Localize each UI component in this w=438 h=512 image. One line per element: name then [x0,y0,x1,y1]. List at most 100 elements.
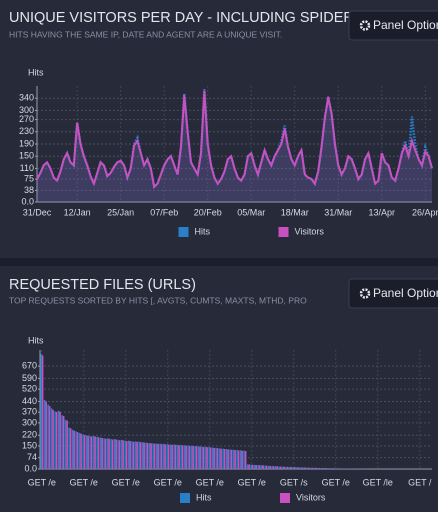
bar [146,443,149,469]
gear-icon[interactable] [359,288,371,299]
bar [320,468,322,469]
bar [202,447,205,469]
bar [129,441,131,469]
bar [314,467,317,469]
bar [138,441,140,469]
bar [265,465,268,469]
x-tick-label: GET /e [70,477,98,487]
bar [194,445,196,469]
bar [141,442,144,469]
bar [71,429,74,469]
panel-options-button[interactable]: Panel Options [348,278,438,309]
bar [274,466,277,469]
bar [295,467,298,469]
bar [288,467,291,469]
bar [145,442,147,469]
bar [136,441,138,469]
button-label[interactable]: Panel Options [373,18,438,32]
y-tick-label: 340 [19,93,34,103]
bar [103,438,105,469]
bar [108,438,110,469]
bar [267,465,270,469]
bar [199,446,201,469]
button-bg[interactable] [348,10,438,41]
bar [169,444,172,469]
bar [94,436,96,469]
bar [302,467,305,469]
panel-title: UNIQUE VISITORS PER DAY - INCLUDING SPID… [9,10,364,26]
bar [148,442,151,469]
series-area [37,89,432,202]
y-tick-label: 300 [22,417,37,427]
bar [299,467,301,469]
bar [229,449,231,469]
bar [127,440,130,469]
bar [283,466,285,469]
x-tick-label: GET /e [196,477,224,487]
bar [264,465,266,469]
x-tick-label: 05/Mar [237,207,265,217]
bar [83,435,86,469]
bar [223,449,226,469]
bar [285,466,287,469]
bar [120,439,123,469]
bar [306,467,308,469]
bar [244,451,247,469]
bar [157,443,159,469]
x-tick-label: 31/Mar [324,207,352,217]
bar [66,420,68,469]
bar [92,435,95,469]
bar [174,444,177,469]
bar [85,435,88,469]
bar [297,467,299,469]
panel-options-button[interactable]: Panel Options [348,10,438,41]
bar [197,446,200,469]
gear-icon[interactable] [359,20,371,31]
bar [278,466,280,469]
y-tick-label: 0.0 [24,463,37,473]
bar [230,449,233,469]
bar [106,438,109,469]
bar [183,445,186,469]
bar [96,436,98,469]
bar [78,432,81,469]
button-label[interactable]: Panel Options [373,286,438,300]
bar [286,466,289,469]
y-tick-label: 300 [19,105,34,115]
bar [110,439,112,469]
legend-label: Hits [195,226,211,236]
x-tick-label: 07/Feb [150,207,178,217]
bar [104,438,107,469]
bar [55,412,58,469]
x-tick-label: 18/Mar [281,207,309,217]
x-tick-label: GET /e [238,477,266,487]
bar [143,442,145,469]
x-tick-label: GET /le [363,477,393,487]
bar [152,443,154,469]
bar [206,447,208,469]
bar [257,465,259,469]
x-tick-label: GET /e [112,477,140,487]
bar [234,450,236,469]
bar [89,435,91,469]
panel-title: REQUESTED FILES (URLS) [9,277,196,293]
bar [139,442,142,469]
bar [339,468,341,469]
bar [332,468,334,469]
panel-subtitle: HITS HAVING THE SAME IP, DATE AND AGENT … [9,29,282,39]
bar [125,441,128,469]
bar [41,355,44,469]
x-tick-label: GET /e [154,477,182,487]
bar [220,448,222,469]
button-bg[interactable] [348,278,438,309]
bar [64,419,67,469]
bar [118,440,121,469]
bar [167,444,170,469]
bar [243,450,245,469]
y-tick-label: 0.0 [21,196,34,206]
bar [173,444,175,469]
y-axis-label: Hits [28,67,44,77]
bar [225,449,228,469]
